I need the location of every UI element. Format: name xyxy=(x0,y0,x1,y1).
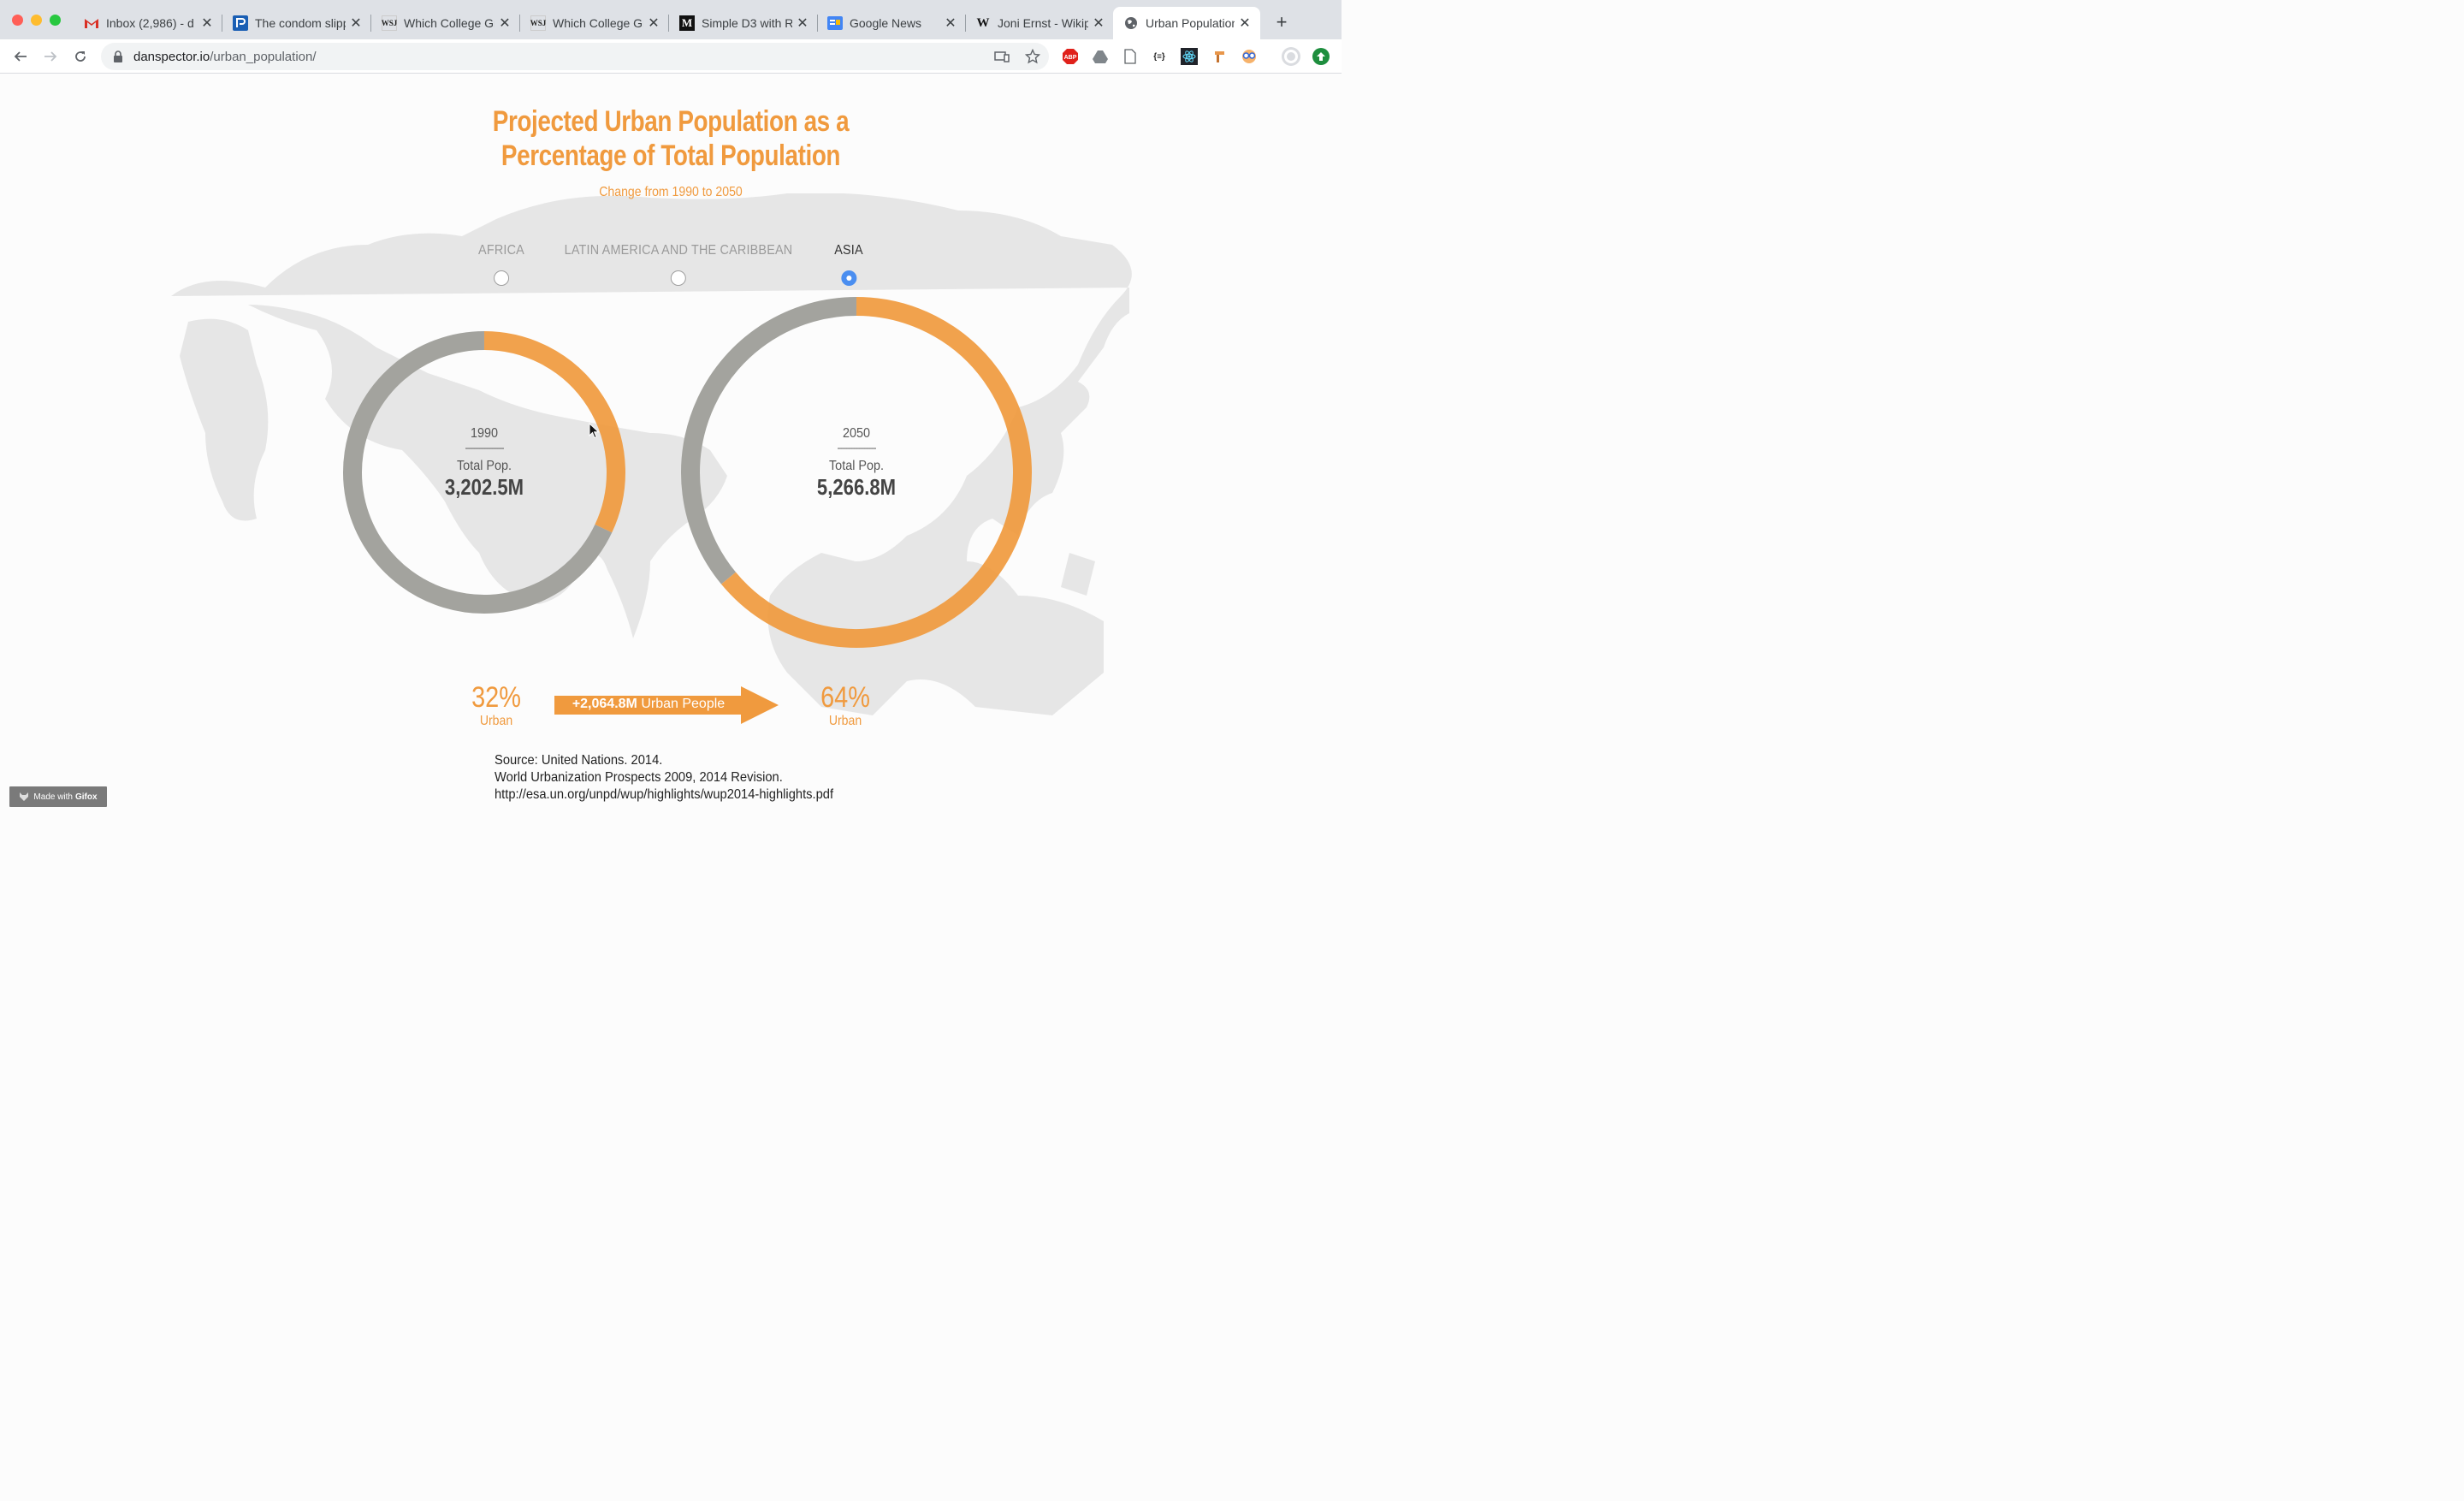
donut-separator: --------------- xyxy=(837,442,877,454)
change-arrow xyxy=(554,686,779,724)
wsj-icon: WSJ xyxy=(530,15,546,31)
donut-1990-non-urban-arc xyxy=(343,331,613,614)
update-arrow-icon[interactable] xyxy=(1312,48,1330,65)
maximize-window-button[interactable] xyxy=(50,15,61,26)
region-label: AFRICA xyxy=(478,243,524,258)
tab-urban-population[interactable]: Urban Population ✕ xyxy=(1113,7,1260,39)
close-tab-icon[interactable]: ✕ xyxy=(1239,16,1251,31)
fox-icon xyxy=(20,792,29,801)
radio-latin-america[interactable] xyxy=(670,270,686,286)
donut-charts xyxy=(343,297,1032,648)
reload-button[interactable] xyxy=(70,46,91,67)
tab-medium[interactable]: M Simple D3 with R ✕ xyxy=(679,7,809,39)
close-tab-icon[interactable]: ✕ xyxy=(797,16,808,31)
glasses-extension-icon[interactable] xyxy=(1241,48,1258,65)
tab-strip: Inbox (2,986) - d ✕ The condom slipp ✕ W… xyxy=(0,0,1342,39)
address-bar[interactable]: danspector.io/urban_population/ xyxy=(101,43,1049,70)
region-option-asia[interactable]: ASIA xyxy=(832,243,864,286)
mouse-cursor-icon xyxy=(589,423,600,439)
urban-pct-1990: 32% Urban xyxy=(467,681,525,729)
tab-title: Urban Population xyxy=(1146,16,1235,30)
close-tab-icon[interactable]: ✕ xyxy=(201,16,213,31)
close-tab-icon[interactable]: ✕ xyxy=(499,16,511,31)
total-pop-value: 3,202.5M xyxy=(444,474,524,500)
tab-wikipedia[interactable]: W Joni Ernst - Wikip ✕ xyxy=(975,7,1105,39)
tab-title: Simple D3 with R xyxy=(702,16,792,30)
source-citation: Source: United Nations. 2014. World Urba… xyxy=(495,753,834,802)
donut-1990-urban-arc xyxy=(483,331,625,533)
gmail-icon xyxy=(84,15,99,31)
tab-title: Joni Ernst - Wikip xyxy=(998,16,1088,30)
pct-label: Urban xyxy=(828,714,862,728)
google-news-icon xyxy=(827,15,843,31)
wsj-icon: WSJ xyxy=(382,15,397,31)
region-label: LATIN AMERICA AND THE CARIBBEAN xyxy=(564,243,793,258)
tab-wsj-1[interactable]: WSJ Which College Gr ✕ xyxy=(382,7,512,39)
donut-separator: --------------- xyxy=(465,442,505,454)
medium-icon: M xyxy=(679,15,695,31)
pct-value: 64% xyxy=(820,681,870,714)
new-tab-button[interactable]: + xyxy=(1276,11,1288,33)
donut-2050-center: 2050 --------------- Total Pop. 5,266.8M xyxy=(810,426,903,501)
back-button[interactable] xyxy=(10,46,31,67)
profile-avatar-icon[interactable] xyxy=(1282,47,1300,66)
bookmark-star-icon[interactable] xyxy=(1025,49,1040,64)
region-label: ASIA xyxy=(834,243,863,258)
tab-wsj-2[interactable]: WSJ Which College Gr ✕ xyxy=(530,7,660,39)
world-map-background xyxy=(171,193,1132,715)
adblock-plus-icon[interactable]: ABP xyxy=(1062,48,1079,65)
radio-asia[interactable] xyxy=(840,270,856,286)
tab-title: Which College Gr xyxy=(553,16,643,30)
pct-value: 32% xyxy=(471,681,521,714)
close-tab-icon[interactable]: ✕ xyxy=(648,16,660,31)
donut-2050-non-urban-arc xyxy=(681,297,856,584)
pct-label: Urban xyxy=(479,714,513,728)
total-pop-label: Total Pop. xyxy=(828,459,885,473)
react-devtools-icon[interactable] xyxy=(1181,48,1198,65)
tab-title: Google News xyxy=(850,16,922,30)
donut-year: 2050 xyxy=(842,426,871,441)
urban-pct-2050: 64% Urban xyxy=(816,681,874,729)
browser-toolbar: danspector.io/urban_population/ ABP {≡} xyxy=(0,39,1342,74)
globe-icon xyxy=(1123,15,1139,31)
tab-title: Which College Gr xyxy=(404,16,495,30)
tab-google-news[interactable]: Google News ✕ xyxy=(827,7,957,39)
donut-2050-urban-arc xyxy=(721,297,1032,648)
document-icon[interactable] xyxy=(1122,48,1139,65)
page-title: Projected Urban Population as a Percenta… xyxy=(492,105,850,172)
minimize-window-button[interactable] xyxy=(31,15,42,26)
cast-icon[interactable] xyxy=(994,49,1010,64)
svg-text:ABP: ABP xyxy=(1064,55,1077,61)
close-window-button[interactable] xyxy=(12,15,23,26)
url-text: danspector.io/urban_population/ xyxy=(133,49,317,64)
tab-condom[interactable]: The condom slipp ✕ xyxy=(233,7,363,39)
donut-year: 1990 xyxy=(470,426,499,441)
lock-icon[interactable] xyxy=(111,50,125,63)
total-pop-value: 5,266.8M xyxy=(816,474,897,500)
tab-title: The condom slipp xyxy=(255,16,346,30)
forward-button[interactable] xyxy=(40,46,61,67)
donut-1990-center: 1990 --------------- Total Pop. 3,202.5M xyxy=(438,426,530,501)
page-subtitle: Change from 1990 to 2050 xyxy=(599,185,743,199)
radio-africa[interactable] xyxy=(494,270,509,286)
tab-title: Inbox (2,986) - d xyxy=(106,16,194,30)
gifox-badge: Made with Gifox xyxy=(9,786,107,807)
google-drive-icon[interactable] xyxy=(1092,48,1109,65)
json-viewer-icon[interactable]: {≡} xyxy=(1153,51,1165,62)
close-tab-icon[interactable]: ✕ xyxy=(1093,16,1105,31)
region-option-latin-america[interactable]: LATIN AMERICA AND THE CARIBBEAN xyxy=(552,243,805,286)
hammer-icon[interactable] xyxy=(1211,48,1229,65)
urban-change-label: +2,064.8M Urban People xyxy=(572,697,726,711)
source-link[interactable]: http://esa.un.org/unpd/wup/highlights/wu… xyxy=(495,787,834,802)
pp-icon xyxy=(233,15,248,31)
tab-gmail[interactable]: Inbox (2,986) - d ✕ xyxy=(84,7,214,39)
close-tab-icon[interactable]: ✕ xyxy=(945,16,957,31)
close-tab-icon[interactable]: ✕ xyxy=(350,16,362,31)
wikipedia-icon: W xyxy=(976,15,990,30)
total-pop-label: Total Pop. xyxy=(456,459,512,473)
region-option-africa[interactable]: AFRICA xyxy=(476,243,527,286)
page-content: Projected Urban Population as a Percenta… xyxy=(0,74,1342,817)
